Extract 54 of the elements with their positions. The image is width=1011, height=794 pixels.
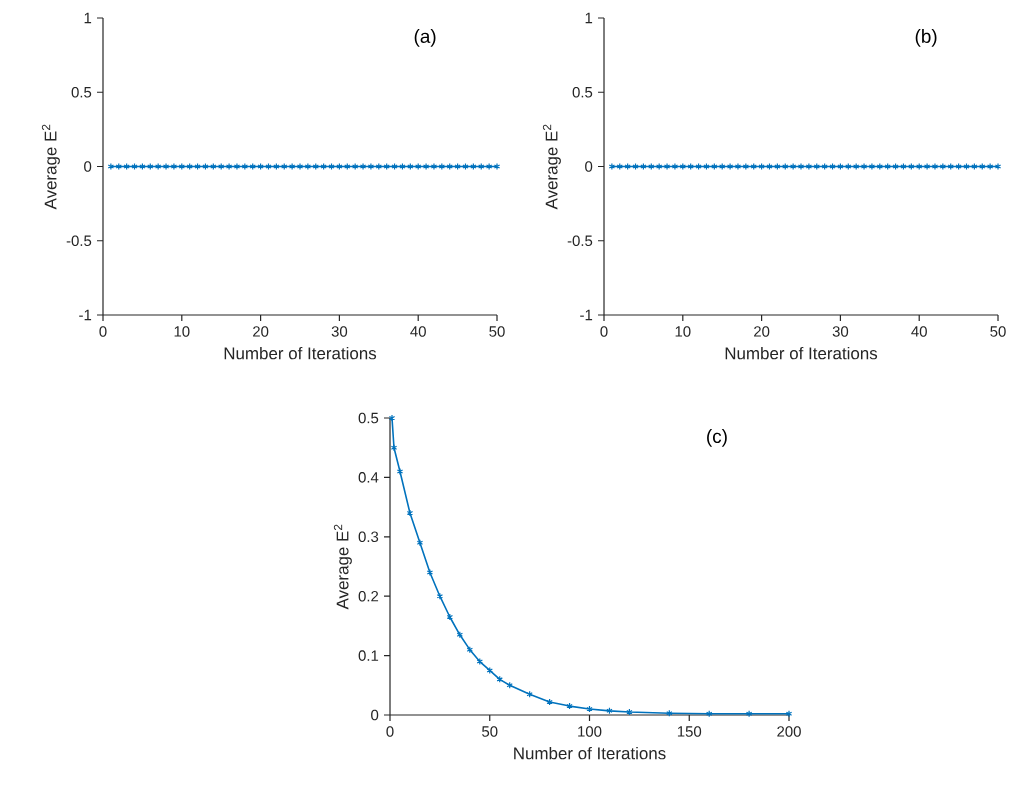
- x-axis-title: Number of Iterations: [725, 346, 878, 360]
- point: [506, 681, 513, 689]
- y-tick-label: 0.3: [358, 531, 379, 543]
- y-tick-label: 0.2: [358, 590, 379, 602]
- y-tick-label: -0.5: [567, 235, 593, 247]
- x-tick-label: 50: [482, 726, 498, 737]
- y-tick-label: 0.5: [71, 86, 92, 98]
- y-tick-label: 0: [84, 161, 92, 172]
- y-axis-title: Average E$^{2}$: [542, 124, 561, 210]
- point: [406, 509, 414, 517]
- y-axis-title: Average E$^{2}$: [333, 524, 352, 610]
- y-tick-label: 0.5: [572, 86, 593, 98]
- annotation: (b): [915, 29, 937, 47]
- x-tick-label: 40: [911, 326, 927, 337]
- x-tick-label: 50: [489, 326, 505, 337]
- y-tick-label: 0.4: [358, 472, 379, 483]
- x-tick-label: 50: [990, 326, 1006, 337]
- y-tick-label: 1: [585, 12, 593, 24]
- point: [426, 568, 434, 577]
- x-tick-label: 20: [253, 326, 269, 337]
- point: [666, 709, 673, 717]
- y-tick-label: 1: [84, 12, 92, 24]
- y-tick-label: -1: [580, 309, 593, 321]
- x-tick-label: 40: [410, 326, 426, 337]
- x-tick-label: 0: [600, 326, 608, 337]
- x-tick-label: 30: [832, 326, 849, 337]
- x-tick-label: 0: [386, 726, 394, 737]
- x-tick-label: 0: [99, 326, 107, 337]
- y-tick-label: -1: [79, 309, 92, 321]
- y-tick-label: 0.5: [358, 412, 379, 424]
- y-tick-label: 0.1: [358, 650, 379, 661]
- x-axis-title: Number of Iterations: [514, 746, 666, 760]
- x-tick-label: 150: [677, 726, 702, 737]
- point: [745, 710, 753, 718]
- y-tick-label: 0: [371, 709, 379, 721]
- x-tick-label: 30: [331, 326, 348, 337]
- x-tick-label: 100: [578, 726, 602, 737]
- point: [416, 539, 424, 547]
- x-axis-title: Number of Iterations: [224, 346, 377, 360]
- point: [446, 613, 454, 621]
- annotation: (a): [414, 29, 436, 47]
- x-tick-label: 10: [675, 326, 691, 337]
- y-axis-title: Average E$^{2}$: [41, 124, 60, 210]
- point: [436, 592, 444, 600]
- x-tick-label: 20: [754, 326, 770, 337]
- point: [396, 467, 404, 476]
- point: [586, 705, 593, 713]
- y-tick-label: -0.5: [66, 235, 92, 247]
- annotation: (c): [707, 429, 727, 447]
- point: [476, 657, 483, 666]
- y-tick-label: 0: [585, 161, 593, 172]
- point: [390, 444, 398, 452]
- x-tick-label: 10: [174, 326, 190, 337]
- x-tick-label: 200: [777, 726, 801, 737]
